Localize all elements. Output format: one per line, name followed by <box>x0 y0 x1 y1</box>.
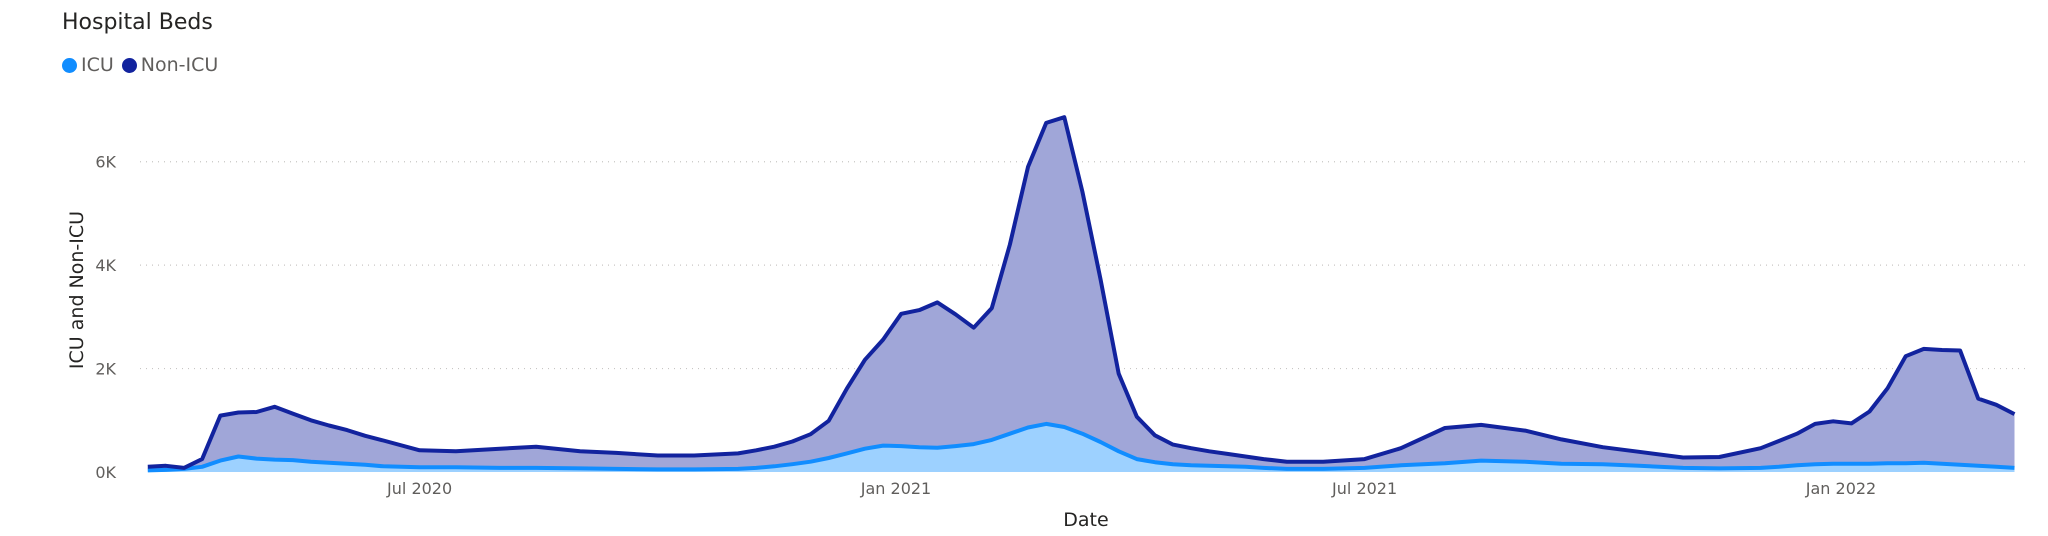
series-areas <box>147 117 2015 472</box>
series-lines <box>147 115 2016 473</box>
x-axis-ticks: Jul 2020 Jan 2021 Jul 2021 Jan 2022 <box>386 479 1876 498</box>
y-axis-title: ICU and Non-ICU <box>66 211 88 369</box>
y-tick-label: 0K <box>95 463 116 482</box>
y-tick-label: 2K <box>95 360 116 379</box>
line-icu[interactable] <box>147 421 2015 473</box>
x-tick-label: Jan 2022 <box>1805 479 1876 498</box>
legend-marker-icu <box>62 57 77 73</box>
x-axis-title: Date <box>1063 509 1108 531</box>
legend-label-icu: ICU <box>81 54 114 76</box>
legend-label-non-icu: Non-ICU <box>140 54 219 76</box>
y-tick-label: 6K <box>95 153 116 172</box>
legend-item-non-icu[interactable]: Non-ICU <box>121 54 219 76</box>
x-tick-label: Jul 2020 <box>386 479 452 498</box>
y-tick-label: 4K <box>95 256 116 275</box>
legend-marker-non-icu <box>121 57 137 73</box>
area-non-icu[interactable] <box>147 117 2015 471</box>
area-icu[interactable] <box>147 423 2015 472</box>
legend: ICU Non-ICU <box>62 54 226 76</box>
x-tick-label: Jul 2021 <box>1331 479 1397 498</box>
x-tick-label: Jan 2021 <box>860 479 931 498</box>
legend-item-icu[interactable]: ICU <box>62 54 114 76</box>
y-axis-ticks: 0K 2K 4K 6K <box>95 153 116 482</box>
chart-title: Hospital Beds <box>62 10 213 35</box>
line-non-icu[interactable] <box>147 115 2016 470</box>
